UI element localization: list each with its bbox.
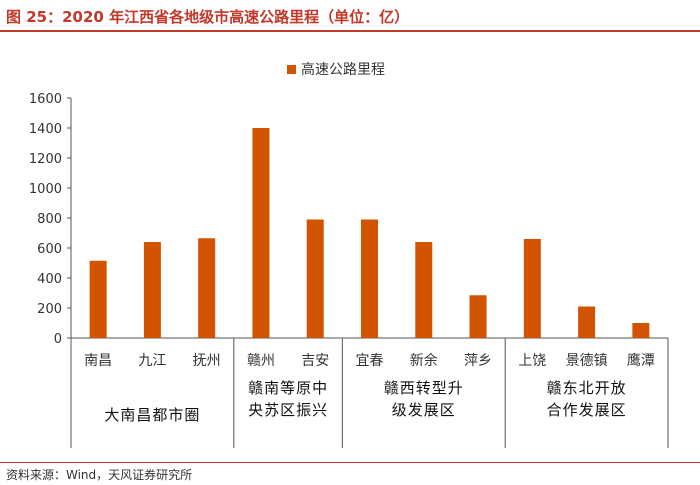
y-tick-label: 800 bbox=[37, 212, 62, 227]
x-tick-label: 景德镇 bbox=[566, 353, 608, 369]
bar-抚州 bbox=[198, 238, 216, 338]
y-tick-label: 400 bbox=[37, 272, 62, 287]
legend-swatch bbox=[287, 65, 296, 74]
bar-chart: 高速公路里程 0 200 400 600 800 1000 1200 1400 1600 南昌 九江 抚… bbox=[29, 61, 669, 448]
y-tick-label: 1400 bbox=[29, 122, 62, 137]
y-tick-label: 1000 bbox=[29, 182, 62, 197]
x-tick-label: 上饶 bbox=[518, 353, 546, 369]
group-label: 赣西转型升 bbox=[384, 379, 464, 397]
x-tick-label: 吉安 bbox=[301, 353, 329, 369]
x-tick-label: 九江 bbox=[138, 353, 166, 369]
x-tick-label: 赣州 bbox=[247, 353, 275, 369]
group-label: 央苏区振兴 bbox=[248, 401, 328, 419]
bar-上饶 bbox=[523, 239, 541, 338]
bar-吉安 bbox=[306, 219, 324, 338]
figure-title: 图 25：2020 年江西省各地级市高速公路里程（单位：亿） bbox=[6, 8, 410, 26]
x-tick-label: 新余 bbox=[410, 352, 438, 369]
bar-九江 bbox=[143, 242, 161, 338]
source-note: 资料来源：Wind，天风证券研究所 bbox=[6, 468, 193, 482]
x-tick-label: 鹰潭 bbox=[627, 352, 655, 369]
footer-rule bbox=[0, 462, 700, 463]
bar-赣州 bbox=[252, 128, 270, 338]
bar-新余 bbox=[415, 242, 433, 338]
y-tick-label: 200 bbox=[37, 302, 62, 317]
group-label: 合作发展区 bbox=[547, 401, 627, 419]
x-tick-label: 南昌 bbox=[84, 353, 112, 369]
y-tick-label: 600 bbox=[37, 242, 62, 257]
bar-南昌 bbox=[89, 260, 107, 338]
y-tick-label: 1200 bbox=[29, 152, 62, 167]
x-tick-label: 萍乡 bbox=[464, 353, 492, 369]
y-tick-label: 0 bbox=[54, 332, 62, 347]
figure-title-bar: 图 25：2020 年江西省各地级市高速公路里程（单位：亿） bbox=[0, 0, 700, 32]
group-label: 赣南等原中 bbox=[248, 379, 328, 397]
x-tick-label: 抚州 bbox=[193, 353, 221, 369]
group-label: 级发展区 bbox=[392, 401, 456, 419]
bar-鹰潭 bbox=[632, 323, 650, 338]
title-underline bbox=[0, 30, 700, 32]
bar-萍乡 bbox=[469, 295, 487, 338]
group-label: 赣东北开放 bbox=[547, 379, 627, 397]
bar-宜春 bbox=[361, 219, 378, 338]
x-tick-label: 宜春 bbox=[356, 353, 384, 369]
legend-label: 高速公路里程 bbox=[301, 61, 385, 78]
group-label: 大南昌都市圈 bbox=[104, 406, 200, 424]
bar-景德镇 bbox=[578, 306, 596, 338]
y-tick-label: 1600 bbox=[29, 92, 62, 107]
